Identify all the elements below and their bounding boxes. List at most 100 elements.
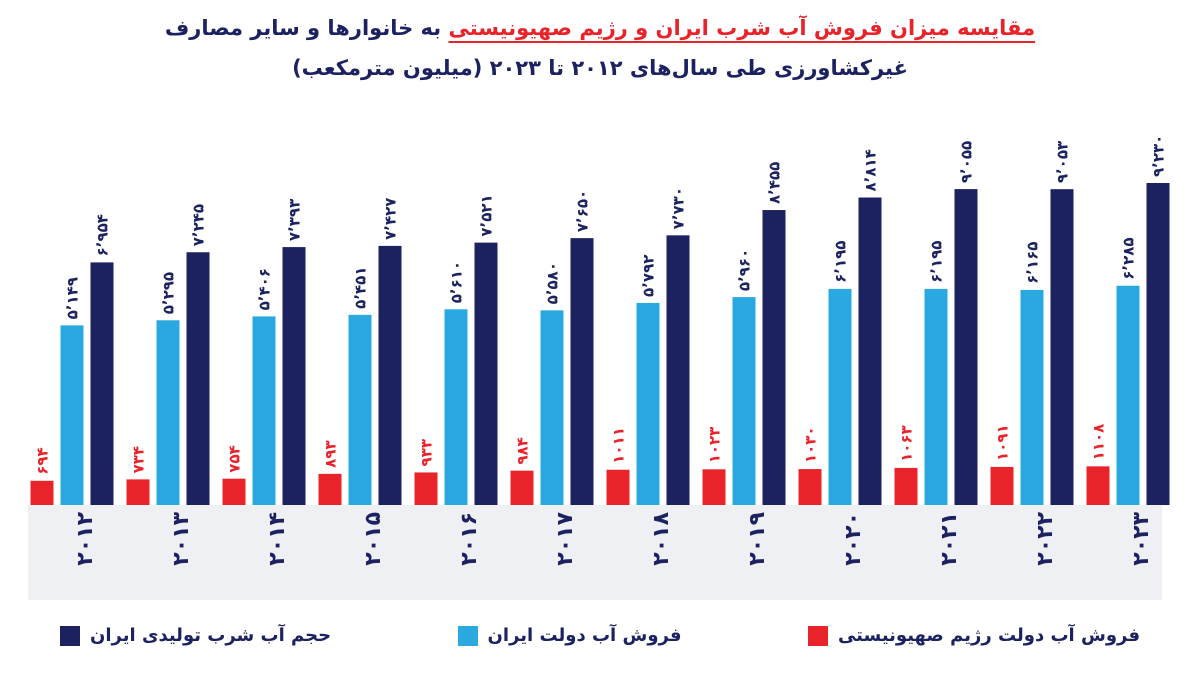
value-label: ۷٬۵۲۱ <box>478 194 496 236</box>
bar <box>606 469 630 505</box>
value-label: ۷٬۳۹۳ <box>286 199 304 241</box>
bar <box>474 242 498 505</box>
subtitle: غیرکشاورزی طی سال‌های ۲۰۱۲ تا ۲۰۲۳ (میلی… <box>292 56 908 80</box>
value-label: ۶٬۹۵۴ <box>94 214 112 256</box>
bar <box>702 469 726 505</box>
title: به خانوارها و سایر مصارف <box>164 16 442 40</box>
bar <box>1116 285 1140 505</box>
bar <box>732 297 756 505</box>
bar <box>90 262 114 505</box>
x-tick-label: ۲۰۱۸ <box>649 511 674 565</box>
x-tick-label: ۲۰۲۱ <box>937 512 962 566</box>
value-label: ۷۳۴ <box>130 446 148 473</box>
bar <box>1020 289 1044 505</box>
bar <box>1086 466 1110 505</box>
value-label: ۷٬۲۴۵ <box>190 204 208 246</box>
bar <box>1146 183 1170 505</box>
value-label: ۷٬۶۵۰ <box>574 190 592 232</box>
value-label: ۷٬۷۳۰ <box>670 187 688 229</box>
legend: فروش آب دولت رژیم صهیونیستی فروش آب دولت … <box>60 625 1140 646</box>
value-label: ۹٬۰۵۳ <box>1054 141 1072 183</box>
bar <box>636 302 660 505</box>
value-label: ۱۰۱۱ <box>610 427 628 464</box>
value-label: ۱۱۰۸ <box>1090 424 1108 461</box>
bar <box>252 316 276 505</box>
legend-label: حجم آب شرب تولیدی ایران <box>90 625 332 646</box>
bar <box>510 470 534 505</box>
value-label: ۶٬۱۹۵ <box>832 241 850 283</box>
bar <box>666 235 690 506</box>
value-label: ۹۸۴ <box>514 437 532 464</box>
bar <box>828 288 852 505</box>
bar <box>954 189 978 505</box>
legend-label: فروش آب دولت رژیم صهیونیستی <box>837 625 1140 646</box>
title-highlight: مقایسه میزان فروش آب شرب ایران و رژیم صه… <box>448 16 1036 40</box>
value-label: ۸۹۳ <box>322 440 340 467</box>
bar <box>156 320 180 505</box>
value-label: ۶٬۲۸۵ <box>1120 237 1138 279</box>
x-tick-label: ۲۰۲۳ <box>1129 511 1154 565</box>
legend-label: فروش آب دولت ایران <box>487 625 682 646</box>
value-label: ۵٬۱۴۹ <box>64 277 82 319</box>
value-label: ۶٬۱۹۵ <box>928 241 946 283</box>
legend-swatch <box>457 625 478 646</box>
bar <box>282 247 306 505</box>
title-line: مقایسه میزان فروش آب شرب ایران و رژیم صه… <box>0 8 1200 48</box>
value-label: ۸٬۴۵۵ <box>766 162 784 204</box>
value-label: ۷٬۴۲۷ <box>382 198 400 240</box>
value-label: ۵٬۲۹۵ <box>160 272 178 314</box>
bar <box>540 310 564 505</box>
bar <box>924 288 948 505</box>
bar <box>318 473 342 505</box>
x-tick-label: ۲۰۱۶ <box>457 512 482 566</box>
value-label: ۹۳۳ <box>418 439 436 466</box>
legend-item: فروش آب دولت ایران <box>457 625 682 646</box>
x-tick-label: ۲۰۲۲ <box>1033 511 1058 565</box>
bar <box>60 325 84 505</box>
bar <box>126 479 150 505</box>
bar <box>798 469 822 505</box>
bar <box>762 210 786 505</box>
value-label: ۵٬۴۰۶ <box>256 268 274 310</box>
value-label: ۵٬۵۸۰ <box>544 262 562 304</box>
value-label: ۶۹۴ <box>34 447 52 474</box>
value-label: ۵٬۶۱۰ <box>448 261 466 303</box>
x-tick-label: ۲۰۱۹ <box>745 512 770 566</box>
x-tick-label: ۲۰۱۴ <box>265 512 290 566</box>
bar <box>990 466 1014 505</box>
bar <box>858 197 882 505</box>
legend-item: حجم آب شرب تولیدی ایران <box>60 625 331 646</box>
legend-swatch <box>60 625 81 646</box>
value-label: ۱۰۶۳ <box>898 425 916 462</box>
value-label: ۶٬۱۶۵ <box>1024 242 1042 284</box>
value-label: ۹٬۲۳۰ <box>1150 135 1168 177</box>
bar <box>570 238 594 506</box>
bar <box>348 314 372 505</box>
value-label: ۵٬۹۶۰ <box>736 249 754 291</box>
value-label: ۱۰۲۳ <box>706 427 724 464</box>
x-tick-label: ۲۰۱۲ <box>73 511 98 565</box>
bar <box>1050 189 1074 505</box>
value-label: ۸٬۸۱۴ <box>862 149 880 191</box>
axis-band <box>28 505 1162 600</box>
legend-item: فروش آب دولت رژیم صهیونیستی <box>807 625 1140 646</box>
value-label: ۵٬۷۹۲ <box>640 255 658 297</box>
bar <box>186 252 210 505</box>
x-tick-label: ۲۰۱۳ <box>169 511 194 565</box>
bar <box>30 480 54 505</box>
value-label: ۵٬۴۵۱ <box>352 267 370 309</box>
bar <box>444 309 468 505</box>
x-tick-label: ۲۰۲۰ <box>841 512 866 566</box>
value-label: ۷۵۴ <box>226 445 244 472</box>
x-tick-label: ۲۰۱۷ <box>553 511 578 565</box>
value-label: ۱۰۳۰ <box>802 426 820 463</box>
value-label: ۱۰۹۱ <box>994 424 1012 461</box>
bar <box>222 478 246 505</box>
legend-swatch <box>807 625 828 646</box>
x-tick-label: ۲۰۱۵ <box>361 512 386 566</box>
bar <box>414 472 438 505</box>
bar <box>894 467 918 505</box>
header: مقایسه میزان فروش آب شرب ایران و رژیم صه… <box>0 8 1200 88</box>
